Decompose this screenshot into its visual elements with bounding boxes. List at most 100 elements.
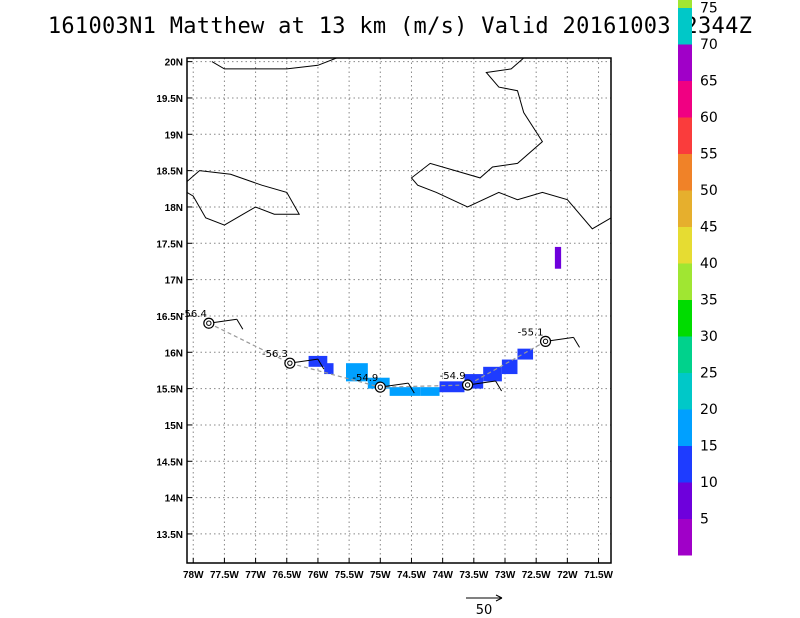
lon-tick-label: 75W bbox=[370, 570, 391, 581]
colorbar-label: 50 bbox=[700, 183, 718, 199]
reference-vector-label: 50 bbox=[476, 603, 493, 618]
wind-barb bbox=[317, 358, 325, 370]
lon-tick-label: 73.5W bbox=[459, 570, 488, 581]
observation-label: -54.9 bbox=[352, 373, 378, 384]
colorbar-swatch bbox=[678, 117, 692, 154]
lon-tick-label: 76W bbox=[308, 570, 329, 581]
colorbar-label: 65 bbox=[700, 74, 718, 90]
wind-shade-cell bbox=[420, 387, 440, 396]
colorbar: 5101520253035404550556065707580 bbox=[678, 0, 718, 556]
colorbar-label: 55 bbox=[700, 147, 718, 163]
longitude-axis: 78W 77.5W 77W 76.5W 76W 75.5W 75W 74.5W 74W 73.5W… bbox=[183, 558, 614, 581]
reference-vector: 50 bbox=[466, 594, 503, 618]
colorbar-swatch bbox=[678, 80, 692, 118]
wind-shade-cell bbox=[389, 387, 421, 396]
wind-speed-shading bbox=[308, 246, 562, 396]
lat-tick-label: 17.5N bbox=[156, 239, 183, 250]
wind-barb bbox=[495, 380, 503, 392]
observation-label: -54.9 bbox=[440, 371, 466, 382]
lat-tick-label: 19.5N bbox=[156, 94, 183, 105]
wind-shade-cell bbox=[554, 246, 562, 269]
colorbar-swatch bbox=[678, 263, 692, 300]
colorbar-label: 75 bbox=[700, 1, 718, 17]
wind-shade-cell bbox=[324, 363, 334, 375]
lon-tick-label: 77W bbox=[245, 570, 266, 581]
observation-label: -56.3 bbox=[262, 349, 288, 360]
lon-tick-label: 76.5W bbox=[272, 570, 301, 581]
colorbar-label: 30 bbox=[700, 329, 718, 345]
colorbar-swatch bbox=[678, 482, 692, 519]
colorbar-swatch bbox=[678, 7, 692, 45]
colorbar-label: 25 bbox=[700, 366, 718, 382]
lon-tick-label: 72.5W bbox=[522, 570, 551, 581]
wind-shade-cell bbox=[346, 363, 368, 382]
hurricane-marker bbox=[461, 379, 474, 391]
lat-tick-label: 15N bbox=[165, 421, 183, 432]
colorbar-swatch bbox=[678, 190, 692, 227]
hurricane-marker-center bbox=[464, 382, 471, 388]
lat-tick-label: 15.5N bbox=[156, 385, 183, 396]
colorbar-label: 70 bbox=[700, 37, 718, 53]
latitude-axis: 13.5N 14N 14.5N 15N 15.5N 16N 16.5N 17N 17.5N 18N… bbox=[156, 58, 192, 541]
colorbar-swatch bbox=[678, 409, 692, 446]
wind-barb bbox=[573, 337, 580, 348]
colorbar-swatch bbox=[678, 372, 692, 410]
coastlines bbox=[187, 58, 611, 230]
colorbar-swatch bbox=[678, 299, 692, 337]
lon-tick-label: 78W bbox=[183, 570, 204, 581]
observation-label: -55.1 bbox=[518, 327, 544, 338]
wind-shade-cell bbox=[439, 381, 465, 393]
colorbar-swatch bbox=[678, 153, 692, 191]
wind-shade-cell bbox=[483, 366, 502, 382]
plot-title: 161003N1 Matthew at 13 km (m/s) Valid 20… bbox=[47, 14, 753, 39]
flight-track: -56.4 -56.3 -54.9 -54.9 -55.1 bbox=[181, 309, 580, 394]
lon-tick-label: 72W bbox=[557, 570, 578, 581]
lon-tick-label: 74.5W bbox=[397, 570, 426, 581]
coastline bbox=[410, 58, 611, 230]
hurricane-marker-center bbox=[206, 320, 212, 326]
colorbar-swatch bbox=[678, 445, 692, 483]
colorbar-label: 5 bbox=[700, 512, 709, 528]
colorbar-swatch bbox=[678, 518, 692, 556]
hurricane-marker-center bbox=[542, 338, 549, 345]
observation-label: -56.4 bbox=[181, 309, 207, 320]
lat-tick-label: 19N bbox=[165, 130, 183, 141]
colorbar-label: 45 bbox=[700, 220, 718, 236]
lat-tick-label: 16.5N bbox=[156, 312, 183, 323]
lon-tick-label: 73W bbox=[495, 570, 516, 581]
wind-barb bbox=[407, 382, 415, 394]
colorbar-label: 10 bbox=[700, 475, 718, 491]
coastline bbox=[211, 58, 337, 70]
colorbar-label: 40 bbox=[700, 256, 718, 272]
lat-tick-label: 13.5N bbox=[156, 530, 183, 541]
wind-shade-cell bbox=[501, 359, 518, 375]
lat-tick-label: 18N bbox=[165, 203, 183, 214]
hurricane-marker-center bbox=[287, 360, 293, 366]
graticule bbox=[187, 58, 611, 563]
coastline bbox=[187, 170, 301, 226]
lat-tick-label: 18.5N bbox=[156, 167, 183, 178]
hurricane-marker bbox=[539, 335, 552, 347]
hurricane-marker bbox=[374, 381, 386, 393]
wind-shade-cell bbox=[308, 355, 328, 367]
colorbar-label: 15 bbox=[700, 439, 718, 455]
wind-shade-cell bbox=[517, 348, 534, 360]
map-frame bbox=[186, 57, 612, 564]
lat-tick-label: 16N bbox=[165, 348, 183, 359]
lon-tick-label: 77.5W bbox=[210, 570, 239, 581]
hurricane-marker bbox=[284, 357, 296, 369]
lat-tick-label: 14.5N bbox=[156, 457, 183, 468]
colorbar-swatch bbox=[678, 226, 692, 264]
lat-tick-label: 14N bbox=[165, 494, 183, 505]
hurricane-marker-center bbox=[377, 384, 383, 390]
lon-tick-label: 74W bbox=[432, 570, 453, 581]
reference-arrowhead bbox=[495, 594, 503, 602]
colorbar-label: 35 bbox=[700, 293, 718, 309]
colorbar-label: 60 bbox=[700, 110, 718, 126]
colorbar-swatch bbox=[678, 44, 692, 81]
hurricane-marker bbox=[203, 317, 215, 329]
colorbar-label: 20 bbox=[700, 402, 718, 418]
colorbar-swatch bbox=[678, 0, 692, 8]
lat-tick-label: 20N bbox=[165, 58, 183, 69]
